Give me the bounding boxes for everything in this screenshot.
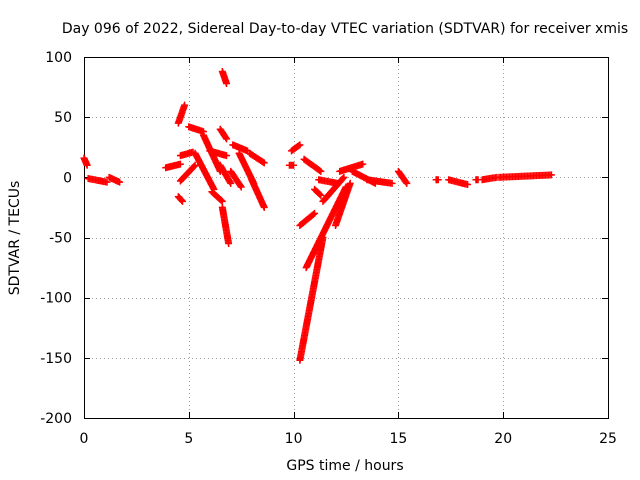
data-segment bbox=[311, 185, 325, 199]
data-segment bbox=[495, 171, 555, 181]
data-point-marker bbox=[227, 179, 235, 187]
data-point-marker bbox=[295, 142, 303, 150]
data-segment bbox=[176, 148, 197, 160]
data-point-marker bbox=[181, 101, 189, 109]
data-point-marker bbox=[309, 210, 317, 218]
x-tick-label: 15 bbox=[389, 431, 407, 447]
data-point-marker bbox=[223, 79, 231, 87]
y-tick-label: 100 bbox=[45, 50, 72, 66]
y-tick-label: -150 bbox=[40, 351, 72, 367]
data-point-marker bbox=[217, 196, 225, 204]
data-point-marker bbox=[116, 178, 124, 186]
data-segment bbox=[208, 188, 226, 205]
data-segment bbox=[432, 176, 442, 184]
data-segment bbox=[191, 149, 218, 193]
x-tick-label: 0 bbox=[80, 431, 89, 447]
data-point-marker bbox=[311, 209, 319, 217]
data-point-marker bbox=[190, 162, 198, 170]
x-tick-label: 20 bbox=[494, 431, 512, 447]
data-segment bbox=[218, 203, 233, 248]
data-segment bbox=[302, 183, 350, 272]
data-point-marker bbox=[178, 196, 186, 204]
data-segment bbox=[206, 147, 231, 160]
data-segment bbox=[296, 234, 327, 364]
x-tick-label: 10 bbox=[285, 431, 303, 447]
data-segment bbox=[84, 175, 111, 186]
data-segment bbox=[478, 173, 501, 184]
data-segment bbox=[218, 67, 231, 87]
data-point-marker bbox=[218, 197, 226, 205]
data-segment bbox=[176, 161, 199, 185]
data-point-marker bbox=[464, 181, 472, 189]
x-axis-title: GPS time / hours bbox=[286, 458, 403, 474]
data-point-marker bbox=[176, 160, 184, 168]
y-axis-title: SDTVAR / TECUs bbox=[7, 181, 23, 296]
data-segment bbox=[185, 123, 207, 136]
data-point-marker bbox=[317, 191, 325, 199]
x-tick-label: 25 bbox=[599, 431, 617, 447]
data-segment bbox=[296, 209, 319, 229]
series-sdtvar bbox=[80, 67, 555, 364]
data-point-marker bbox=[225, 240, 233, 248]
data-point-marker bbox=[260, 203, 268, 211]
data-point-marker bbox=[222, 134, 230, 142]
data-segment bbox=[445, 176, 472, 189]
data-point-marker bbox=[236, 182, 244, 190]
data-point-marker bbox=[223, 152, 231, 160]
data-point-marker bbox=[403, 179, 411, 187]
data-point-marker bbox=[340, 173, 348, 181]
data-point-marker bbox=[316, 190, 324, 198]
x-tick-label: 5 bbox=[184, 431, 193, 447]
data-segment bbox=[300, 155, 325, 175]
y-tick-label: 50 bbox=[54, 110, 72, 126]
chart-title: Day 096 of 2022, Sidereal Day-to-day VTE… bbox=[62, 21, 628, 37]
data-segment bbox=[336, 160, 367, 175]
data-point-marker bbox=[296, 141, 304, 149]
data-point-marker bbox=[434, 176, 442, 184]
data-point-marker bbox=[83, 161, 91, 169]
data-segment bbox=[246, 149, 268, 167]
data-point-marker bbox=[191, 161, 199, 169]
y-tick-label: -100 bbox=[40, 291, 72, 307]
data-point-marker bbox=[237, 183, 245, 191]
y-tick-label: -50 bbox=[49, 231, 72, 247]
data-segment bbox=[216, 125, 231, 143]
data-point-marker bbox=[402, 178, 410, 186]
data-point-marker bbox=[388, 179, 396, 187]
data-series bbox=[80, 67, 555, 364]
data-segment bbox=[162, 160, 184, 172]
data-point-marker bbox=[223, 135, 231, 143]
data-point-marker bbox=[316, 166, 324, 174]
data-segment bbox=[319, 173, 348, 205]
y-tick-label: 0 bbox=[63, 170, 72, 186]
data-segment bbox=[332, 179, 354, 229]
data-point-marker bbox=[346, 179, 354, 187]
data-segment bbox=[174, 101, 189, 127]
data-point-marker bbox=[339, 174, 347, 182]
data-segment bbox=[227, 167, 245, 191]
data-segment bbox=[288, 141, 304, 155]
data-segment bbox=[174, 193, 187, 205]
data-segment bbox=[216, 161, 235, 187]
data-point-marker bbox=[317, 167, 325, 175]
y-tick-label: -200 bbox=[40, 411, 72, 427]
data-segment bbox=[80, 154, 91, 169]
data-segment bbox=[363, 176, 396, 187]
data-point-marker bbox=[260, 159, 268, 167]
data-segment bbox=[248, 176, 268, 211]
data-point-marker bbox=[179, 197, 187, 205]
axis-ticks: 0 5 10 15 20 25 -200 -150 -100 -50 0 50 100 bbox=[40, 50, 617, 447]
data-segment bbox=[285, 161, 298, 169]
data-segment bbox=[394, 167, 411, 187]
data-point-marker bbox=[259, 158, 267, 166]
data-point-marker bbox=[359, 160, 367, 168]
data-segment bbox=[235, 149, 258, 187]
data-point-marker bbox=[547, 171, 555, 179]
data-segment bbox=[105, 173, 124, 186]
data-point-marker bbox=[103, 178, 111, 186]
data-point-marker bbox=[290, 161, 298, 169]
